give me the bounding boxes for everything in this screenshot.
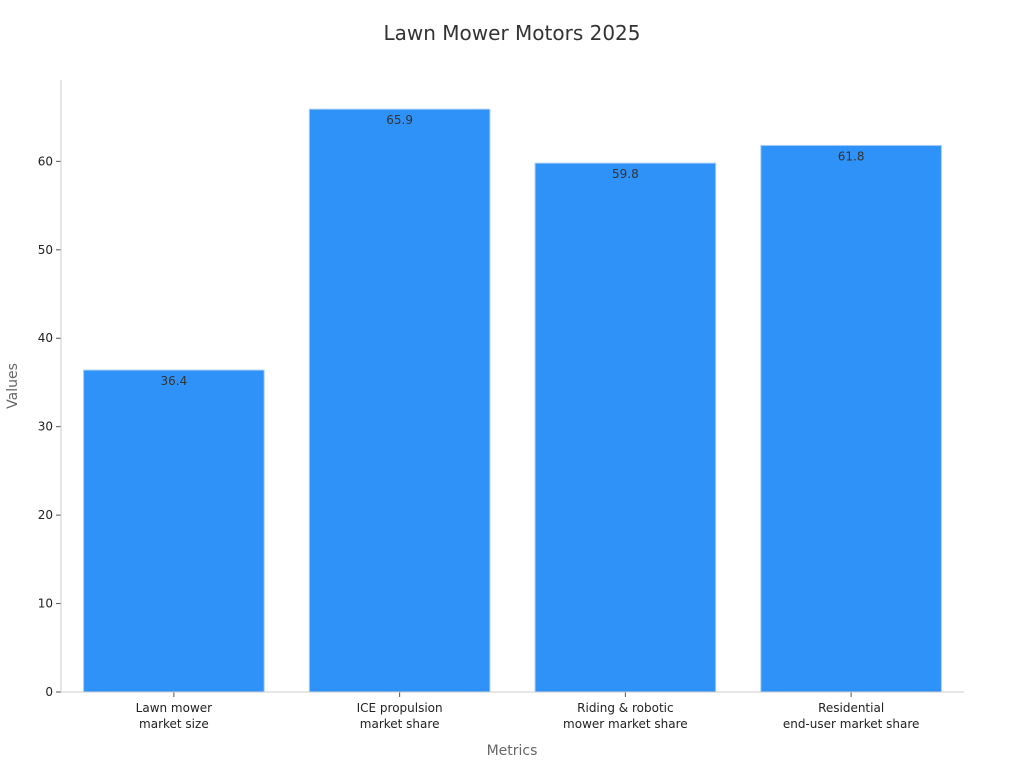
x-tick-label-2-line-1: mower market share <box>563 717 688 731</box>
bar-3 <box>760 144 942 693</box>
x-tick-label-0-line-0: Lawn mower <box>136 701 213 715</box>
y-tick-label-0: 0 <box>45 685 53 699</box>
y-tick-label-3: 30 <box>38 420 53 434</box>
x-tick-label-3-line-1: end-user market share <box>783 717 920 731</box>
x-tick-label-2-line-0: Riding & robotic <box>577 701 673 715</box>
bar-1 <box>308 108 491 693</box>
data-label-2: 59.8 <box>612 167 639 181</box>
x-tick-label-0: Lawn mower market size <box>136 701 213 731</box>
y-axis-label: Values <box>5 363 21 409</box>
x-tick-label-1: ICE propulsion market share <box>357 701 443 731</box>
y-tick-label-6: 60 <box>38 154 53 168</box>
chart-title: Lawn Mower Motors 2025 <box>384 21 641 45</box>
x-axis-label: Metrics <box>487 743 538 759</box>
x-tick-label-3-line-0: Residential <box>818 701 884 715</box>
data-label-3: 61.8 <box>838 149 865 163</box>
bar-2 <box>534 162 717 693</box>
x-tick-label-1-line-0: ICE propulsion <box>357 701 443 715</box>
bar-0 <box>83 369 265 693</box>
data-label-1: 65.9 <box>386 113 413 127</box>
y-tick-label-2: 20 <box>38 508 53 522</box>
y-ticks-layer: 0 10 20 30 40 50 60 <box>38 154 61 699</box>
x-tick-label-1-line-1: market share <box>360 717 440 731</box>
y-tick-label-1: 10 <box>38 597 53 611</box>
x-tick-label-2: Riding & robotic mower market share <box>563 701 688 731</box>
x-tick-label-0-line-1: market size <box>139 717 209 731</box>
y-tick-label-5: 50 <box>38 243 53 257</box>
x-ticks-layer: Lawn mower market size ICE propulsion marke… <box>136 692 920 731</box>
bars-layer: 36.4 65.9 59.8 61.8 <box>83 108 942 693</box>
y-tick-label-4: 40 <box>38 331 53 345</box>
data-label-0: 36.4 <box>161 374 188 388</box>
x-tick-label-3: Residential end-user market share <box>783 701 920 731</box>
